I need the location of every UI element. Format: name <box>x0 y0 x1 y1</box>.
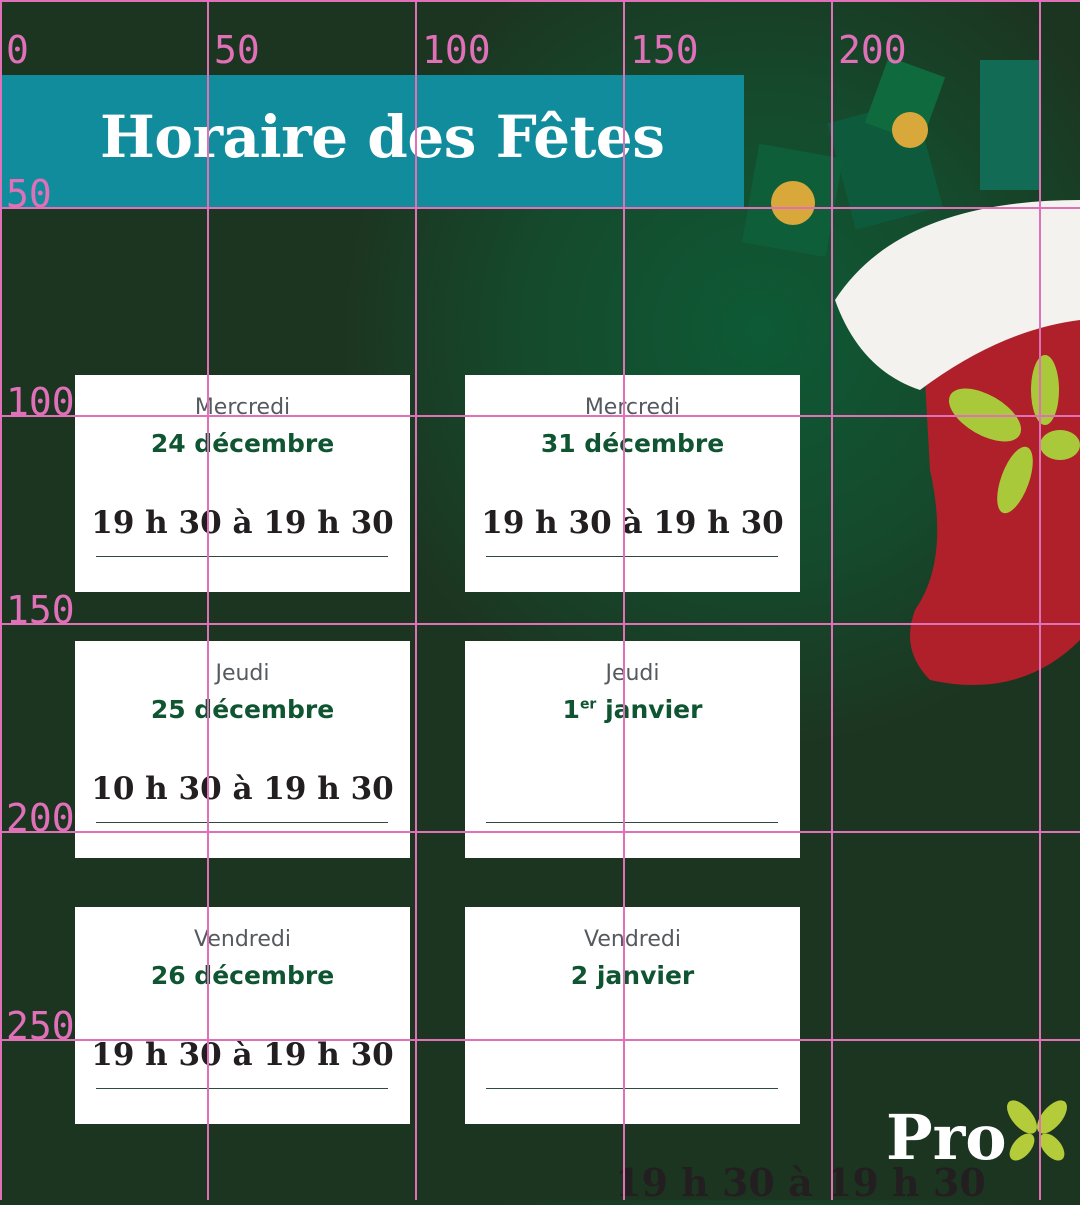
date-label: 31 décembre <box>540 429 725 458</box>
divider <box>96 556 388 557</box>
grid-label: 50 <box>214 28 260 72</box>
grid-label: 150 <box>630 28 699 72</box>
hours-label: 19 h 30 à 19 h 30 <box>481 505 784 541</box>
day-label: Vendredi <box>584 927 681 952</box>
hours-label: 19 h 30 à 19 h 30 <box>91 505 394 541</box>
date-superscript: er <box>579 696 597 713</box>
hours-label-overflow: 19 h 30 à 19 h 30 <box>615 1160 986 1205</box>
divider <box>486 556 778 557</box>
grid-label: 150 <box>6 588 75 632</box>
date-label: 26 décembre <box>150 961 335 990</box>
logo-leaf-icon <box>1006 1100 1067 1161</box>
grid-label: 200 <box>838 28 907 72</box>
grid-label: 100 <box>6 380 75 424</box>
date-label: 25 décembre <box>150 695 335 724</box>
page-title: Horaire des Fêtes <box>100 103 665 171</box>
grid-label: 50 <box>6 172 52 216</box>
date-label: 2 janvier <box>570 961 695 990</box>
date-number: 1 <box>562 695 580 724</box>
hours-label: 10 h 30 à 19 h 30 <box>91 771 394 807</box>
grid-label: 0 <box>6 28 29 72</box>
day-label: Jeudi <box>215 661 270 686</box>
schedule-card: Vendredi 2 janvier <box>465 907 800 1124</box>
schedule-card: Mercredi 24 décembre 19 h 30 à 19 h 30 <box>75 375 410 592</box>
hours-label: 19 h 30 à 19 h 30 <box>91 1037 394 1073</box>
date-month: janvier <box>605 695 703 724</box>
divider <box>96 1088 388 1089</box>
proxim-logo: Pro <box>886 1095 1067 1174</box>
grid-label: 250 <box>6 1004 75 1048</box>
schedule-card: Jeudi 25 décembre 10 h 30 à 19 h 30 <box>75 641 410 858</box>
divider <box>486 1088 778 1089</box>
schedule-card: Vendredi 26 décembre 19 h 30 à 19 h 30 <box>75 907 410 1124</box>
grid-label: 100 <box>422 28 491 72</box>
header-banner: Horaire des Fêtes <box>0 75 744 208</box>
schedule-card: Jeudi 1er janvier <box>465 641 800 858</box>
day-label: Vendredi <box>194 927 291 952</box>
schedule-card: Mercredi 31 décembre 19 h 30 à 19 h 30 <box>465 375 800 592</box>
date-label: 1er janvier <box>465 695 800 724</box>
day-label: Jeudi <box>605 661 660 686</box>
grid-label: 200 <box>6 796 75 840</box>
date-label: 24 décembre <box>150 429 335 458</box>
divider <box>486 822 778 823</box>
stocking-icon <box>741 56 1080 685</box>
divider <box>96 822 388 823</box>
